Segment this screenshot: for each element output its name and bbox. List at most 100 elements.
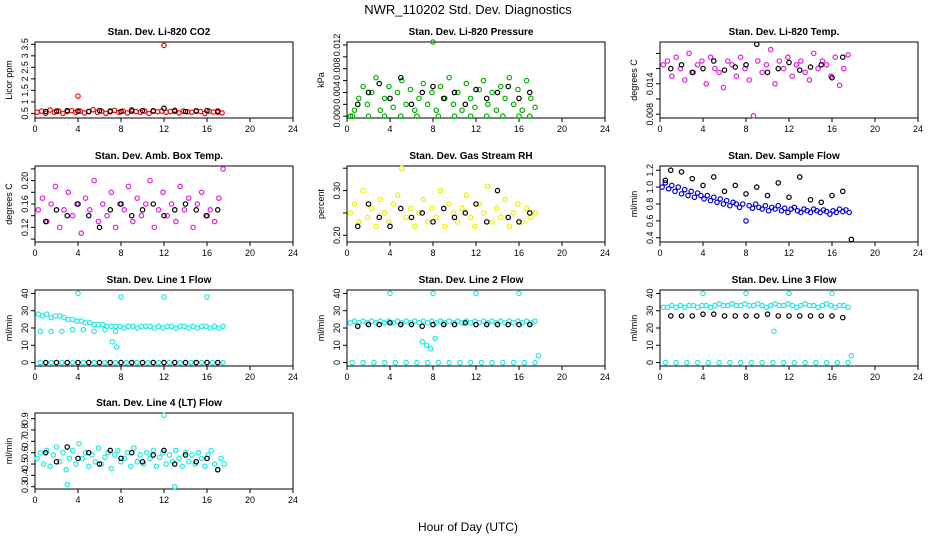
data-point xyxy=(689,175,696,182)
data-point xyxy=(437,83,444,90)
plot-frame xyxy=(659,165,919,243)
data-point xyxy=(743,191,749,197)
data-point xyxy=(451,113,458,120)
y-tick-label: 40 xyxy=(20,288,30,298)
data-point xyxy=(107,108,114,114)
series-0 xyxy=(35,290,226,350)
y-axis-label: ml/min xyxy=(316,315,326,342)
data-point xyxy=(736,204,743,211)
series-0 xyxy=(660,290,855,359)
data-point xyxy=(753,41,760,48)
chart-panel-3: Stan. Dev. Amb. Box Temp. 0.12 0.16 0.20 deg… xyxy=(4,151,298,258)
data-point xyxy=(185,458,192,465)
data-point xyxy=(107,359,114,366)
data-point xyxy=(789,73,796,80)
data-point xyxy=(848,352,855,359)
x-tick-label: 20 xyxy=(557,124,567,134)
data-point xyxy=(818,313,825,319)
series-1 xyxy=(667,41,846,81)
data-point xyxy=(399,165,405,172)
data-point xyxy=(823,62,830,68)
chart-panel-5: Stan. Dev. Sample Flow 0.4 0.6 0.8 1.0 1.2 ml/… xyxy=(629,151,923,258)
data-point xyxy=(221,461,228,467)
data-point xyxy=(430,83,436,90)
data-point xyxy=(189,452,195,458)
data-point xyxy=(52,183,59,190)
data-point xyxy=(195,449,202,456)
data-point xyxy=(161,447,167,454)
data-point xyxy=(528,214,534,221)
data-point xyxy=(669,73,675,80)
data-point xyxy=(91,359,97,366)
x-tick-label: 24 xyxy=(288,124,298,134)
x-tick-label: 12 xyxy=(471,124,481,134)
data-point xyxy=(437,187,444,194)
series-2 xyxy=(354,320,533,330)
data-point xyxy=(63,466,69,473)
data-point xyxy=(204,294,210,300)
data-point xyxy=(791,359,798,366)
data-point xyxy=(462,101,469,108)
data-point xyxy=(53,359,60,366)
data-point xyxy=(775,202,782,209)
figure-title: NWR_110202 Std. Dev. Diagnostics xyxy=(364,2,572,17)
data-point xyxy=(48,201,54,207)
x-tick-label: 8 xyxy=(743,248,748,258)
data-point xyxy=(450,101,457,108)
x-tick-label: 4 xyxy=(387,372,392,382)
data-point xyxy=(672,188,678,195)
data-point xyxy=(207,207,214,213)
y-tick-label: 0 xyxy=(332,360,342,365)
data-point xyxy=(78,230,85,237)
data-point xyxy=(664,58,671,64)
data-point xyxy=(694,62,701,68)
data-point xyxy=(430,321,436,328)
data-point xyxy=(678,169,685,175)
x-tick-label: 8 xyxy=(430,124,435,134)
data-point xyxy=(775,313,782,319)
data-point xyxy=(134,195,140,201)
x-tick-label: 0 xyxy=(344,372,349,382)
data-point xyxy=(430,39,436,45)
data-point xyxy=(387,223,393,230)
data-point xyxy=(526,113,533,120)
data-point xyxy=(376,214,383,221)
data-point xyxy=(360,187,366,194)
y-tick-label: 0.6 xyxy=(645,215,655,228)
chart-title: Stan. Dev. Line 4 (LT) Flow xyxy=(96,398,222,409)
data-point xyxy=(454,89,461,96)
data-point xyxy=(130,218,136,225)
data-point xyxy=(42,449,49,456)
data-point xyxy=(356,95,362,102)
data-point xyxy=(365,89,372,96)
data-point xyxy=(60,449,66,456)
data-point xyxy=(153,463,160,470)
data-point xyxy=(75,359,81,366)
data-point xyxy=(408,321,415,328)
data-point xyxy=(839,188,846,195)
data-point xyxy=(104,212,110,219)
data-point xyxy=(188,359,194,366)
y-tick-label: 20 xyxy=(332,323,342,333)
y-tick-label: 0.014 xyxy=(645,73,655,96)
data-point xyxy=(349,359,356,366)
data-point xyxy=(480,210,487,216)
data-point xyxy=(85,212,92,219)
data-point xyxy=(160,189,166,196)
x-tick-label: 24 xyxy=(600,248,610,258)
x-tick-label: 24 xyxy=(288,248,298,258)
data-point xyxy=(193,359,200,366)
data-point xyxy=(194,201,201,207)
data-point xyxy=(463,192,470,198)
data-point xyxy=(440,95,447,102)
data-point xyxy=(733,73,740,80)
data-point xyxy=(155,359,162,366)
data-point xyxy=(786,59,792,66)
data-point xyxy=(390,104,397,111)
data-point xyxy=(64,444,71,450)
data-point xyxy=(161,412,167,419)
data-point xyxy=(373,223,379,230)
data-point xyxy=(416,210,422,216)
y-tick-label: 1.0 xyxy=(645,181,655,194)
x-tick-label: 8 xyxy=(430,248,435,258)
